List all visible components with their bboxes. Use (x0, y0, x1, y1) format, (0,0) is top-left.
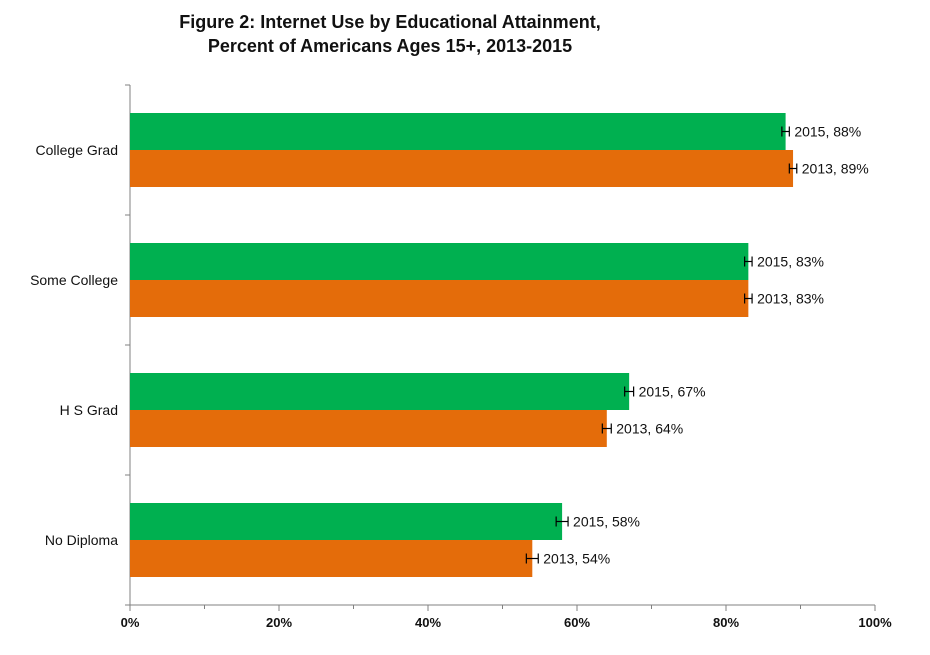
x-tick-label: 40% (415, 615, 441, 630)
data-label: 2015, 67% (639, 384, 706, 400)
data-label: 2015, 88% (794, 124, 861, 140)
chart-subtitle: Percent of Americans Ages 15+, 2013-2015 (207, 36, 573, 56)
category-label: Some College (30, 272, 118, 288)
x-tick-label: 80% (713, 615, 739, 630)
data-label: 2013, 83% (757, 291, 824, 307)
bar-2015 (130, 503, 563, 540)
data-label: 2013, 89% (802, 161, 869, 177)
chart-title: Figure 2: Internet Use by Educational At… (0, 10, 780, 58)
bar-2013 (130, 150, 794, 187)
bar-2013 (130, 410, 607, 447)
bar-2015 (130, 113, 786, 150)
bar-2013 (130, 280, 749, 317)
bar-2015 (130, 373, 630, 410)
bar-2015 (130, 243, 749, 280)
x-tick-label: 60% (564, 615, 590, 630)
category-label: College Grad (36, 142, 119, 158)
data-label: 2015, 58% (573, 514, 640, 530)
x-tick-label: 100% (858, 615, 892, 630)
chart-title-line1: Figure 2: Internet Use by Educational At… (179, 12, 601, 32)
x-tick-label: 20% (266, 615, 292, 630)
bar-2013 (130, 540, 533, 577)
category-label: No Diploma (45, 532, 118, 548)
data-label: 2015, 83% (757, 254, 824, 270)
data-label: 2013, 54% (543, 551, 610, 567)
category-label: H S Grad (60, 402, 118, 418)
data-label: 2013, 64% (616, 421, 683, 437)
x-tick-label: 0% (121, 615, 140, 630)
